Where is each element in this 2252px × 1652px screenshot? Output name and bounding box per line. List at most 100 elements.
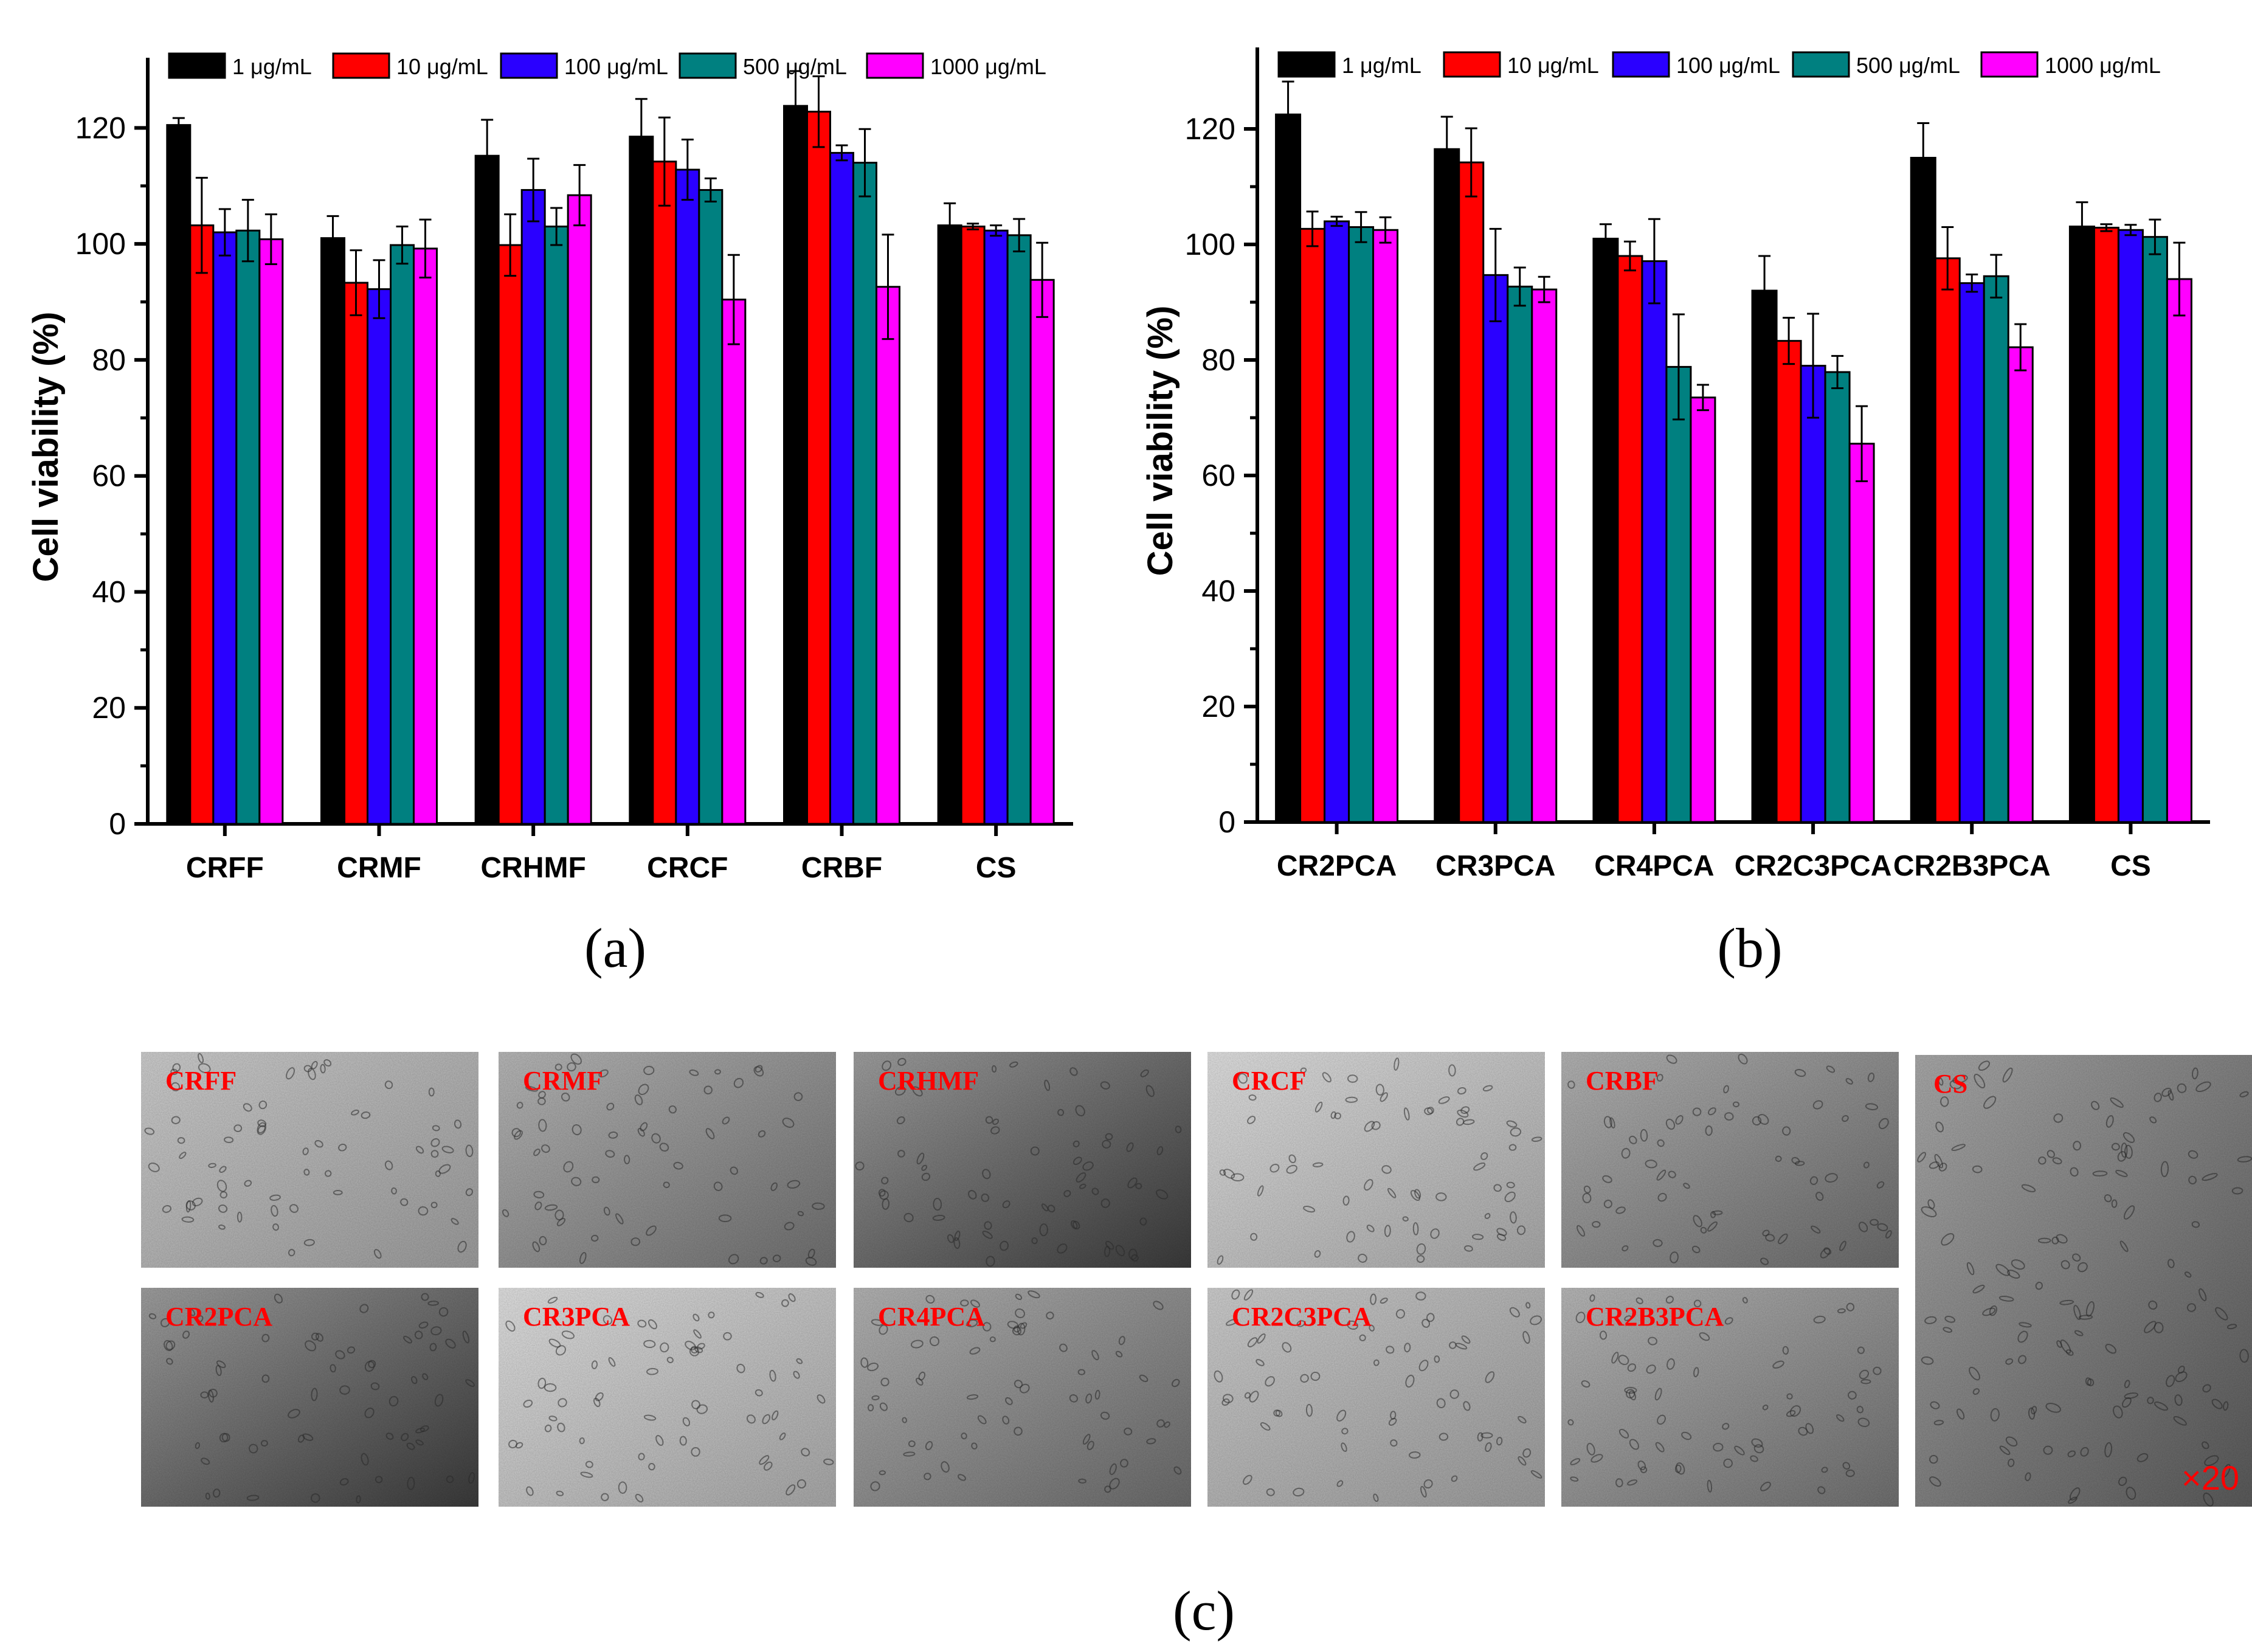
chart-b: 0 20 40 60 80 100 120 Cell viability (%) CR2PCA C… — [1141, 47, 2210, 882]
micrograph-texture — [141, 1052, 478, 1268]
micrograph-panel: CRBF — [1561, 1052, 1899, 1268]
micrograph-texture — [1915, 1055, 2252, 1507]
bar — [2117, 229, 2144, 823]
legend-label: 500 μg/mL — [743, 54, 847, 79]
bar — [721, 299, 747, 825]
bar — [344, 282, 368, 825]
y-axis-title: Cell viability (%) — [26, 312, 66, 582]
legend-swatch — [332, 52, 390, 79]
bar — [1983, 275, 2009, 823]
panel-label-a: (a) — [584, 917, 646, 979]
x-tick-label: CRFF — [186, 852, 264, 884]
y-tick-label: 120 — [1185, 112, 1235, 146]
magnification-label: ×20 — [2181, 1459, 2239, 1497]
bar — [1275, 113, 1302, 823]
micrograph-texture — [1207, 1052, 1545, 1268]
bar — [1751, 289, 1778, 823]
micrograph-texture — [499, 1288, 836, 1507]
bar — [1592, 238, 1619, 823]
micrograph-panel: CR2B3PCA — [1561, 1288, 1899, 1507]
micrograph-label: CR2B3PCA — [1586, 1302, 1724, 1332]
bar — [166, 124, 192, 825]
bar — [1665, 365, 1692, 823]
bar — [852, 162, 877, 825]
micrograph-texture — [1207, 1288, 1545, 1507]
legend-swatch — [1277, 51, 1336, 78]
y-tick-label: 20 — [92, 691, 126, 725]
bar — [235, 229, 261, 825]
legend-swatch — [1980, 51, 2039, 78]
micrograph-panel: CR3PCA — [499, 1288, 836, 1507]
bar — [1507, 285, 1533, 823]
panel-label-b: (b) — [1717, 917, 1782, 979]
y-tick-label: 0 — [109, 807, 126, 841]
x-tick-label: CR4PCA — [1594, 850, 1714, 882]
bar — [1934, 257, 1961, 823]
bar — [1372, 229, 1399, 823]
bar — [983, 229, 1009, 825]
micrograph-texture — [1561, 1288, 1899, 1507]
y-tick-label: 100 — [75, 227, 126, 261]
bar — [1029, 278, 1055, 825]
x-tick-label: CR2B3PCA — [1893, 850, 2051, 882]
micrograph-texture — [499, 1052, 836, 1268]
micrograph-label: CS — [1933, 1069, 1967, 1099]
bar — [806, 111, 831, 825]
bar — [937, 224, 962, 825]
legend-label: 1000 μg/mL — [2045, 53, 2161, 78]
bar — [783, 105, 808, 825]
micrograph-texture — [141, 1288, 478, 1507]
panel-label-c: (c) — [1173, 1580, 1235, 1642]
y-tick-label: 40 — [92, 575, 126, 609]
bar — [567, 194, 592, 825]
micrograph-label: CRCF — [1232, 1066, 1306, 1096]
micrograph-texture — [854, 1288, 1191, 1507]
bar — [1434, 148, 1460, 823]
micrograph-panel: CRFF — [141, 1052, 478, 1268]
legend-swatch — [866, 52, 924, 79]
legend-swatch — [168, 52, 226, 79]
legend-swatch — [1443, 51, 1501, 78]
legend-swatch — [1792, 51, 1850, 78]
chart-a: 0 20 40 60 80 100 120 Cell viability (%) CRFF CRM… — [26, 52, 1073, 884]
micrograph-panel-cs: CS ×20 — [1915, 1055, 2252, 1507]
bar — [1800, 365, 1826, 823]
bar — [320, 237, 345, 825]
legend-label: 1 μg/mL — [1342, 53, 1421, 78]
y-tick-label: 80 — [1201, 343, 1235, 377]
legend-swatch — [500, 52, 558, 79]
bar — [497, 244, 523, 825]
bar — [212, 231, 238, 825]
bar — [960, 226, 986, 825]
bar — [652, 161, 677, 825]
x-tick-label: CRCF — [647, 852, 728, 884]
micrograph-label: CRFF — [165, 1066, 237, 1096]
x-tick-label: CR2PCA — [1277, 850, 1397, 882]
bar — [1617, 255, 1643, 823]
y-axis-title: Cell viability (%) — [1141, 306, 1180, 576]
micrograph-panel: CR4PCA — [854, 1288, 1191, 1507]
micrograph-texture — [1561, 1052, 1899, 1268]
bar — [520, 188, 546, 825]
micrograph-label: CR4PCA — [878, 1302, 985, 1332]
bar — [629, 136, 654, 825]
legend-label: 500 μg/mL — [1856, 53, 1960, 78]
bar — [2166, 278, 2192, 823]
micrograph-grid: CRFF CRMF CRHMF CRCF CRBF CR2PCA CR3PCA CR4PCA C… — [141, 1052, 2252, 1507]
bar — [2141, 236, 2168, 823]
micrograph-panel: CR2C3PCA — [1207, 1288, 1545, 1507]
bar — [1531, 288, 1558, 823]
micrograph-label: CR2PCA — [165, 1302, 272, 1332]
bar — [1690, 396, 1716, 823]
x-tick-label: CS — [2110, 850, 2151, 882]
legend-label: 100 μg/mL — [564, 54, 668, 79]
bar — [1006, 234, 1032, 825]
micrograph-panel: CR2PCA — [141, 1288, 478, 1507]
bar — [1775, 340, 1802, 823]
x-tick-label: CRMF — [337, 852, 421, 884]
bar — [390, 244, 415, 825]
bar — [474, 154, 500, 825]
bar — [189, 224, 215, 825]
bar — [876, 286, 900, 825]
